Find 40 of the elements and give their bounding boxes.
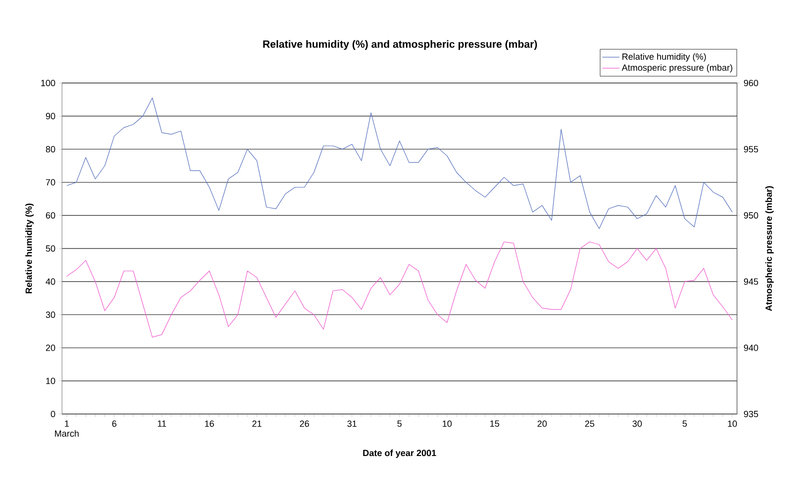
x-tick-label: 10 (442, 420, 452, 427)
x-tick-label: 26 (300, 420, 310, 427)
x-tick-label: 25 (585, 420, 594, 427)
y-tick-label: 60 (46, 212, 56, 219)
y-axis-title: Relative humidity (%) (25, 204, 34, 294)
y-tick-label: 90 (46, 112, 56, 120)
y-tick-label: 20 (46, 344, 56, 351)
y-tick-label: 80 (46, 146, 56, 152)
line-series (66, 98, 733, 229)
y2-tick-label: 935 (744, 410, 758, 418)
y-tick-label: 30 (46, 312, 56, 318)
x-tick-label: 30 (632, 420, 642, 427)
x-tick-label: 1 March (55, 420, 79, 437)
x-axis-title: Date of year 2001 (363, 450, 436, 458)
y-tick-label: 70 (46, 179, 56, 186)
legend-label: Relative humidity (%) (622, 53, 706, 62)
y2-axis-title: Atmospheric pressure (mbar) (765, 186, 774, 312)
x-tick-label: 11 (158, 420, 166, 427)
y-tick-label: 40 (46, 278, 56, 285)
y-tick-label: 100 (41, 80, 56, 86)
chart-title: Relative humidity (%) and atmospheric pressure (mbar) (263, 40, 537, 50)
x-tick-label: 5 (682, 420, 687, 427)
y2-tick-label: 955 (744, 146, 758, 152)
legend-label: Atmosperic pressure (mbar) (622, 64, 732, 73)
y-tick-label: 0 (50, 410, 56, 418)
y2-tick-label: 960 (744, 80, 758, 86)
x-tick-label: 10 (728, 420, 737, 427)
x-tick-label: 20 (538, 420, 547, 427)
y-tick-label: 10 (46, 378, 56, 384)
x-tick-label: 15 (490, 420, 500, 427)
x-tick-label: 31 (347, 420, 357, 427)
y-tick-label: 50 (46, 245, 56, 252)
y2-tick-label: 945 (744, 278, 758, 285)
x-tick-label: 16 (205, 420, 214, 427)
y2-tick-label: 940 (744, 344, 758, 351)
x-tick-label: 5 (397, 420, 402, 427)
line-series (66, 242, 733, 338)
y2-tick-label: 950 (744, 212, 758, 219)
x-tick-label: 21 (252, 420, 262, 427)
x-tick-label: 6 (112, 420, 116, 427)
